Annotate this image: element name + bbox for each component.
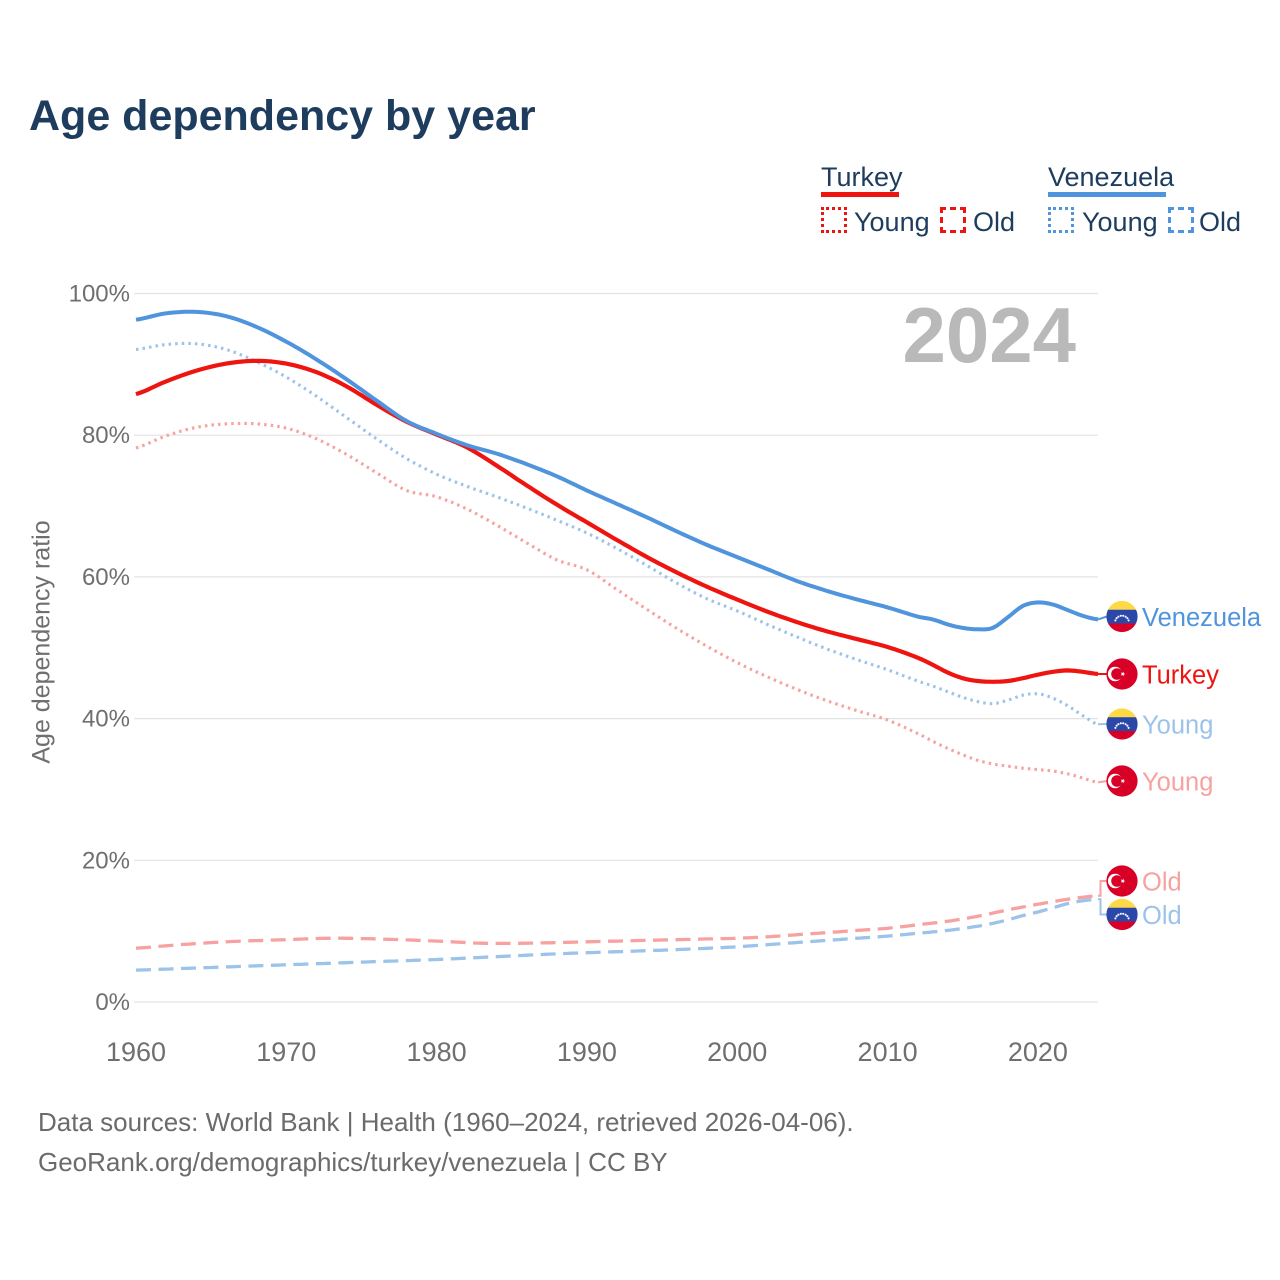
svg-text:1980: 1980	[407, 1037, 467, 1067]
svg-text:1960: 1960	[106, 1037, 166, 1067]
svg-text:100%: 100%	[69, 281, 130, 308]
svg-text:Venezuela: Venezuela	[1142, 604, 1262, 632]
svg-text:Young: Young	[1142, 768, 1213, 796]
svg-text:1990: 1990	[557, 1037, 617, 1067]
svg-text:40%: 40%	[82, 706, 130, 733]
svg-text:Young: Young	[1142, 711, 1213, 739]
svg-text:0%: 0%	[95, 989, 130, 1016]
svg-text:20%: 20%	[82, 847, 130, 874]
svg-text:2010: 2010	[858, 1037, 918, 1067]
svg-text:2020: 2020	[1008, 1037, 1068, 1067]
svg-text:Old: Old	[1142, 902, 1182, 930]
svg-text:Turkey: Turkey	[1142, 661, 1219, 689]
svg-text:2000: 2000	[707, 1037, 767, 1067]
svg-text:80%: 80%	[82, 422, 130, 449]
svg-text:60%: 60%	[82, 564, 130, 591]
svg-text:Age dependency ratio: Age dependency ratio	[28, 520, 56, 763]
svg-text:2024: 2024	[902, 291, 1076, 379]
svg-text:1970: 1970	[256, 1037, 316, 1067]
svg-text:Old: Old	[1142, 868, 1182, 896]
